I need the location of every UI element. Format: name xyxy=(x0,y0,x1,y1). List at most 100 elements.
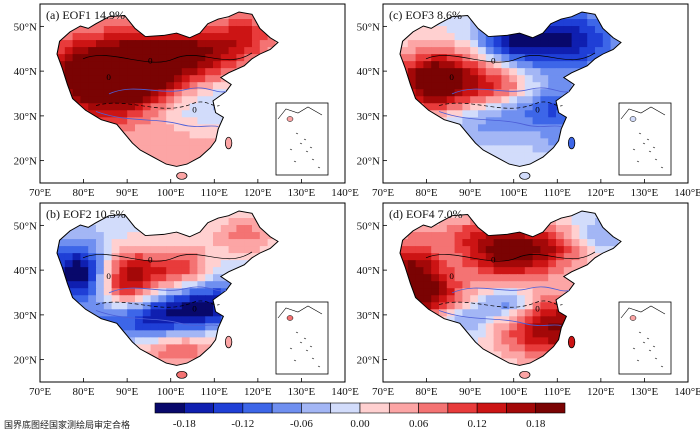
grid-cell xyxy=(72,61,81,69)
grid-cell xyxy=(174,110,183,118)
grid-cell xyxy=(415,232,424,240)
grid-cell xyxy=(142,145,152,153)
grid-cell xyxy=(142,295,152,303)
grid-cell xyxy=(88,47,97,55)
grid-cell xyxy=(259,232,269,240)
grid-cell xyxy=(189,337,198,345)
grid-cell xyxy=(548,68,557,76)
grid-cell xyxy=(540,302,549,310)
grid-cell xyxy=(158,281,167,289)
grid-cell xyxy=(127,103,136,111)
grid-cell xyxy=(587,33,596,41)
grid-cell xyxy=(454,225,463,233)
neg-contour xyxy=(95,300,220,308)
grid-cell xyxy=(189,68,198,76)
grid-cell xyxy=(462,281,471,289)
grid-cell xyxy=(470,47,479,55)
grid-cell xyxy=(407,274,417,282)
grid-cell xyxy=(228,211,237,219)
grid-cell xyxy=(524,281,534,289)
grid-cell xyxy=(517,330,526,338)
grid-cell xyxy=(111,218,120,226)
grid-cell xyxy=(462,124,471,132)
grid-cell xyxy=(88,68,97,76)
grid-cell xyxy=(571,246,580,254)
grid-cell xyxy=(556,75,565,83)
grid-cell xyxy=(446,302,456,310)
grid-cell xyxy=(166,117,175,125)
grid-cell xyxy=(150,323,159,331)
grid-cell xyxy=(439,274,448,282)
grid-cell xyxy=(189,40,198,48)
x-tick-label: 70°E xyxy=(372,386,394,398)
grid-cell xyxy=(446,61,456,69)
grid-cell xyxy=(150,246,159,254)
colorbar-swatch xyxy=(535,402,566,414)
grid-cell xyxy=(174,260,183,268)
grid-cell xyxy=(166,337,175,345)
grid-cell xyxy=(111,96,120,104)
grid-cell xyxy=(80,295,89,303)
grid-cell xyxy=(220,281,230,289)
grid-cell xyxy=(431,246,440,254)
grid-cell xyxy=(127,246,136,254)
grid-cell xyxy=(135,295,144,303)
grid-cell xyxy=(462,239,471,247)
inset-frame xyxy=(275,301,329,375)
grid-cell xyxy=(189,54,198,62)
grid-cell xyxy=(524,253,534,261)
grid-cell xyxy=(135,246,144,254)
grid-cell xyxy=(197,337,206,345)
grid-cell xyxy=(119,26,128,34)
grid-cell xyxy=(517,47,526,55)
grid-cell xyxy=(96,96,105,104)
grid-cell xyxy=(446,267,456,275)
grid-cell xyxy=(470,110,479,118)
grid-cell xyxy=(478,232,487,240)
grid-cell xyxy=(407,61,417,69)
nine-dash-segment xyxy=(295,132,299,135)
grid-cell xyxy=(563,47,573,55)
grid-cell xyxy=(96,54,105,62)
grid-cell xyxy=(431,61,440,69)
grid-cell xyxy=(158,103,167,111)
grid-cell xyxy=(135,68,144,76)
grid-cell xyxy=(80,281,89,289)
grid-cell xyxy=(423,75,432,83)
grid-cell xyxy=(462,89,471,97)
grid-cell xyxy=(220,260,230,268)
grid-cell xyxy=(220,33,230,41)
grid-cell xyxy=(532,96,541,104)
grid-cell xyxy=(150,253,159,261)
grid-cell xyxy=(478,61,487,69)
grid-cell xyxy=(478,281,487,289)
grid-cell xyxy=(205,225,214,233)
y-tick-label: 40°N xyxy=(14,265,37,277)
grid-cell xyxy=(96,246,105,254)
grid-cell xyxy=(80,40,89,48)
grid-cell xyxy=(150,68,159,76)
yellow-river xyxy=(451,87,570,95)
grid-cell xyxy=(135,124,144,132)
grid-cell xyxy=(540,75,549,83)
grid-cell xyxy=(540,295,549,303)
grid-cell xyxy=(517,253,526,261)
grid-cell xyxy=(493,82,502,90)
grid-cell xyxy=(127,89,136,97)
grid-cell xyxy=(548,89,557,97)
grid-cell xyxy=(181,351,191,359)
grid-cell xyxy=(587,218,596,226)
grid-cell xyxy=(166,239,175,247)
grid-cell xyxy=(158,288,167,296)
grid-cell xyxy=(174,33,183,41)
grid-cell xyxy=(111,61,120,69)
grid-cell xyxy=(197,316,206,324)
grid-cell xyxy=(127,239,136,247)
grid-cell xyxy=(228,239,237,247)
nine-dash-segment xyxy=(660,166,664,169)
grid-cell xyxy=(103,295,113,303)
grid-cell xyxy=(166,267,175,275)
grid-cell xyxy=(501,33,510,41)
grid-cell xyxy=(524,96,534,104)
grid-cell xyxy=(571,218,580,226)
